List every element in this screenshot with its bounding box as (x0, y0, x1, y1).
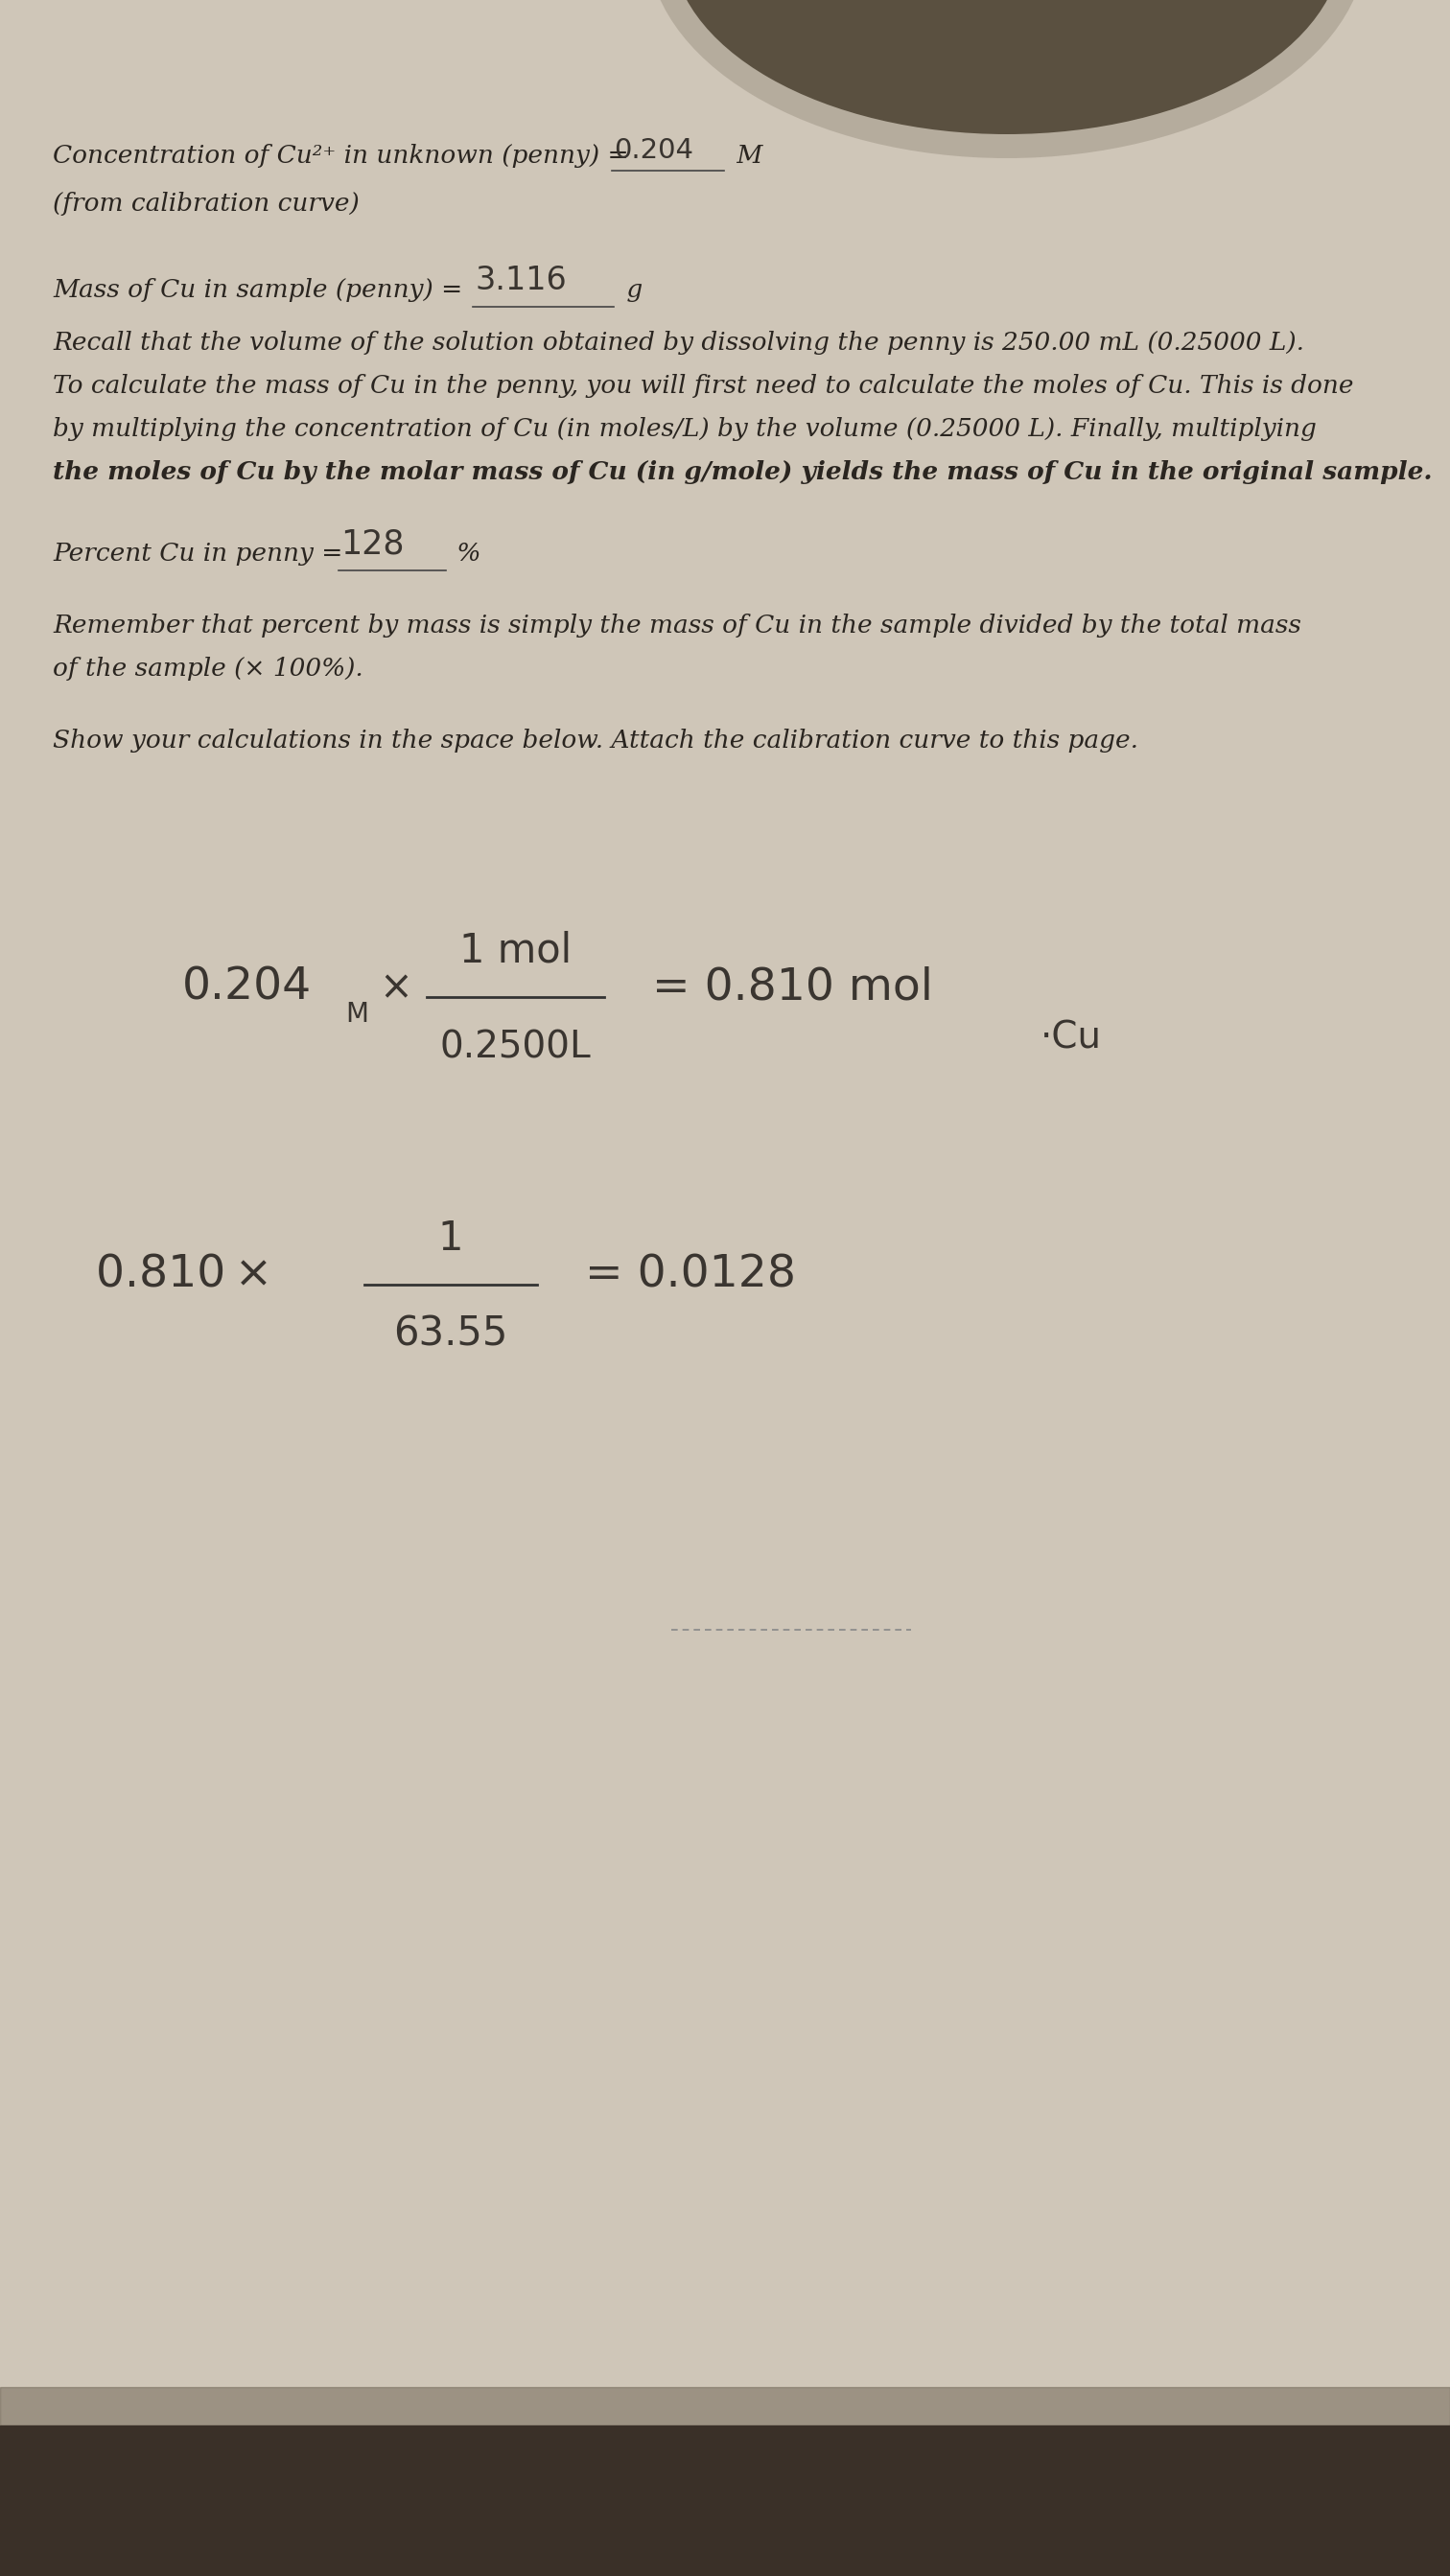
Text: 63.55: 63.55 (393, 1314, 507, 1355)
Bar (0, 2388, 1450, 2434)
Text: g: g (619, 278, 642, 301)
Text: 0.810 ×: 0.810 × (96, 1255, 273, 1296)
Text: by multiplying the concentration of Cu (in moles/L) by the volume (0.25000 L). F: by multiplying the concentration of Cu (… (52, 417, 1317, 440)
Text: Remember that percent by mass is simply the mass of Cu in the sample divided by : Remember that percent by mass is simply … (52, 613, 1301, 636)
Text: (from calibration curve): (from calibration curve) (52, 191, 360, 216)
Text: To calculate the mass of Cu in the penny, you will first need to calculate the m: To calculate the mass of Cu in the penny… (52, 374, 1354, 397)
Bar (0, 2427, 1450, 2576)
Text: M: M (345, 1002, 368, 1028)
Text: Concentration of Cu²⁺ in unknown (penny) =: Concentration of Cu²⁺ in unknown (penny)… (52, 144, 634, 167)
Text: of the sample (× 100%).: of the sample (× 100%). (52, 657, 362, 680)
Text: 0.2500L: 0.2500L (439, 1028, 592, 1064)
Text: ×: × (378, 969, 412, 1007)
Text: 3.116: 3.116 (474, 265, 567, 296)
Text: = 0.0128: = 0.0128 (584, 1255, 796, 1296)
Text: 0.204: 0.204 (183, 966, 312, 1010)
Ellipse shape (647, 0, 1366, 157)
Text: 1: 1 (438, 1218, 464, 1260)
Text: Show your calculations in the space below. Attach the calibration curve to this : Show your calculations in the space belo… (52, 729, 1138, 752)
Text: Percent Cu in penny =: Percent Cu in penny = (52, 541, 348, 567)
Text: 1 mol: 1 mol (460, 930, 571, 971)
Text: 128: 128 (341, 528, 405, 562)
Text: 0.204: 0.204 (613, 137, 693, 165)
Text: the moles of Cu by the molar mass of Cu (in g/mole) yields the mass of Cu in the: the moles of Cu by the molar mass of Cu … (52, 461, 1433, 484)
Text: M: M (729, 144, 763, 167)
Text: = 0.810 mol: = 0.810 mol (652, 966, 932, 1010)
Text: Mass of Cu in sample (penny) =: Mass of Cu in sample (penny) = (52, 278, 467, 301)
Ellipse shape (671, 0, 1343, 134)
Text: ·Cu: ·Cu (1041, 1020, 1102, 1056)
Text: Recall that the volume of the solution obtained by dissolving the penny is 250.0: Recall that the volume of the solution o… (52, 330, 1304, 355)
Text: %: % (449, 541, 481, 567)
